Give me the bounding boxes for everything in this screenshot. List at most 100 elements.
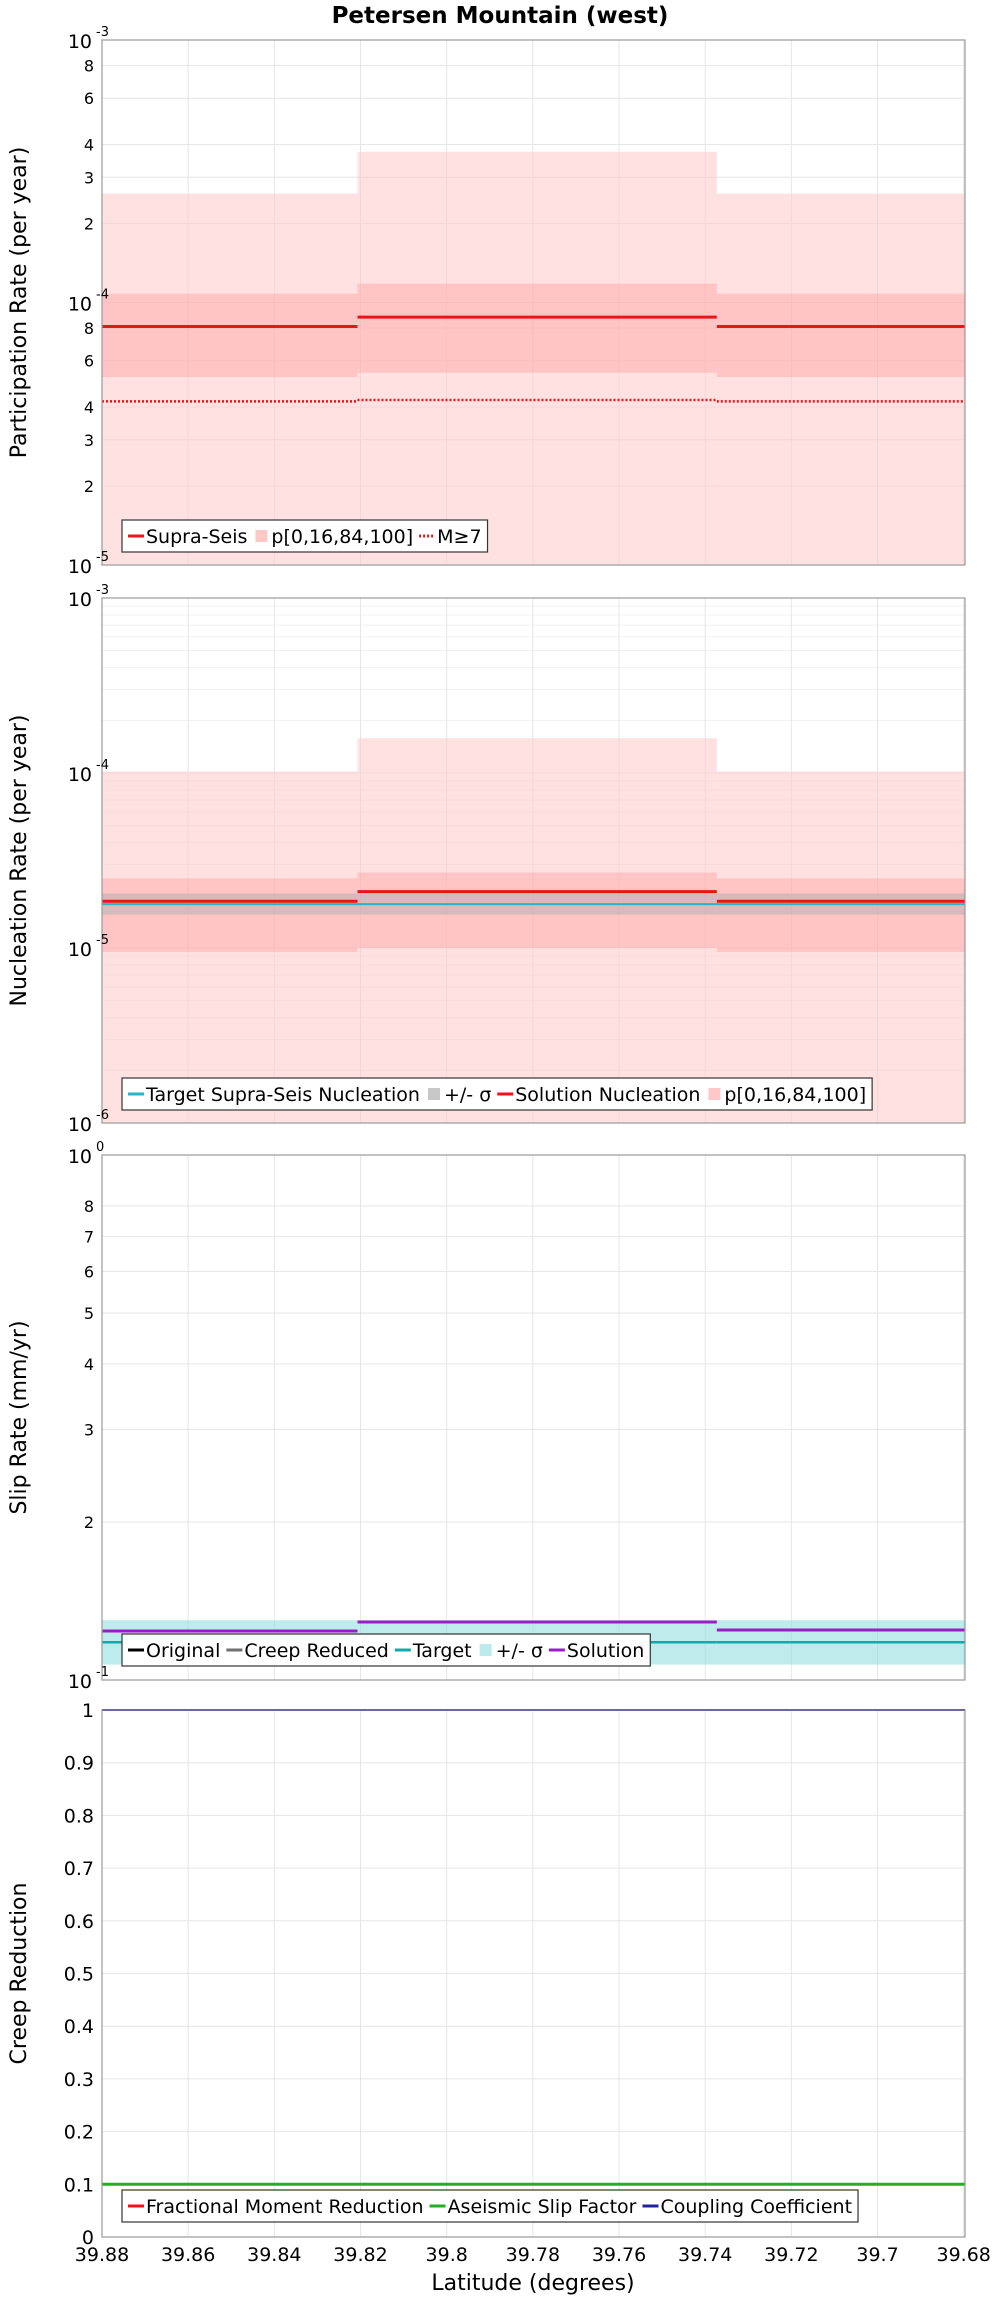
series-slip-rate-1 xyxy=(102,1620,965,1633)
chart-title: Petersen Mountain (west) xyxy=(332,3,669,29)
y-tick-label: 0.9 xyxy=(64,1753,94,1775)
legend-entry: Creep Reduced xyxy=(244,1640,388,1662)
band-segment xyxy=(716,193,965,565)
panel-participation: 10 -3 10 -4 10 -5 8 6 4 3 2 8 6 4 3 2 Participation Rate… xyxy=(7,25,966,578)
legend-box xyxy=(121,519,489,553)
band-segment xyxy=(102,878,358,952)
band-nucleation-2 xyxy=(102,893,965,915)
band-segment xyxy=(102,771,358,1123)
band-segment xyxy=(716,878,965,952)
legend-entry: Solution Nucleation xyxy=(515,1084,700,1106)
y-tick-label-minor: 6 xyxy=(84,352,94,371)
y-tick-label-minor: 7 xyxy=(84,1227,94,1246)
x-tick-label: 39.74 xyxy=(678,2244,732,2266)
y-tick-label: 0.5 xyxy=(64,1964,94,1986)
y-axis-label: Slip Rate (mm/yr) xyxy=(7,1320,32,1514)
y-tick-label: 10 xyxy=(68,31,92,53)
panel-slip-rate: 10 0 10 -1 8 7 6 5 4 3 2 Slip Rate (mm/yr) Original C… xyxy=(7,1140,966,1693)
y-tick-label-minor: 6 xyxy=(84,89,94,108)
legend-entry: +/- σ xyxy=(496,1640,543,1662)
legend-entry: Solution xyxy=(567,1640,644,1662)
x-tick-label: 39.82 xyxy=(333,2244,387,2266)
legend-swatch xyxy=(479,1644,492,1656)
band-segment xyxy=(357,283,717,373)
y-tick-label-minor: 4 xyxy=(84,1355,94,1374)
legend-entry: Coupling Coefficient xyxy=(660,2196,852,2218)
y-tick-label-minor: 3 xyxy=(84,1421,94,1440)
legend-entry: M≥7 xyxy=(437,526,481,548)
band-nucleation-0 xyxy=(102,738,965,1123)
y-tick-label-minor: 2 xyxy=(84,214,94,233)
legend-swatch xyxy=(255,530,268,542)
legend-slip-rate: Original Creep Reduced Target +/- σ Solution xyxy=(121,1633,651,1667)
legend-box xyxy=(121,1633,651,1667)
y-tick-label: 0.1 xyxy=(64,2174,94,2196)
y-tick-label-minor: 2 xyxy=(84,1513,94,1532)
panel-creep: 1 0.9 0.8 0.7 0.6 0.5 0.4 0.3 0.2 0.1 0 Creep Reduc… xyxy=(7,1700,966,2249)
series-nucleation-1 xyxy=(102,890,965,903)
legend-entry: Target Supra-Seis Nucleation xyxy=(145,1084,420,1106)
y-tick-exponent: -3 xyxy=(96,25,109,40)
y-axis-label: Participation Rate (per year) xyxy=(7,147,32,459)
legend-participation: Supra-Seis p[0,16,84,100] M≥7 xyxy=(121,519,489,553)
y-tick-label-minor: 3 xyxy=(84,168,94,187)
legend-box xyxy=(121,1077,873,1111)
band-segment xyxy=(102,293,358,378)
legend-entry: Supra-Seis xyxy=(146,526,247,548)
series-participation-1 xyxy=(102,398,965,403)
y-tick-label: 10 xyxy=(68,764,92,786)
y-tick-label-minor: 8 xyxy=(84,319,94,338)
band-segment xyxy=(357,738,717,1123)
x-tick-label: 39.86 xyxy=(161,2244,215,2266)
y-tick-label-minor: 4 xyxy=(84,398,94,417)
band-participation-1 xyxy=(102,283,965,378)
legend-swatch xyxy=(708,1088,721,1100)
legend-entry: Original xyxy=(146,1640,220,1662)
legend-nucleation: Target Supra-Seis Nucleation +/- σ Solutio… xyxy=(121,1077,873,1111)
band-participation-0 xyxy=(102,151,965,566)
legend-entry: p[0,16,84,100] xyxy=(724,1084,866,1106)
y-tick-label: 0.3 xyxy=(64,2069,94,2091)
y-tick-label: 10 xyxy=(68,1671,92,1693)
x-tick-label: 39.78 xyxy=(506,2244,560,2266)
y-tick-label: 0.7 xyxy=(64,1858,94,1880)
x-tick-label: 39.76 xyxy=(592,2244,646,2266)
plot-frame xyxy=(101,39,966,566)
series-participation-0 xyxy=(102,315,965,329)
band-segment xyxy=(716,771,965,1123)
y-tick-label: 10 xyxy=(68,589,92,611)
y-tick-label: 0.8 xyxy=(64,1805,94,1827)
y-tick-label: 0.6 xyxy=(64,1911,94,1933)
y-tick-exponent: -5 xyxy=(96,933,109,948)
x-tick-label: 39.88 xyxy=(75,2244,129,2266)
y-tick-label: 10 xyxy=(68,556,92,578)
x-tick-label: 39.68 xyxy=(937,2244,991,2266)
y-tick-label: 0 xyxy=(82,2227,94,2249)
y-tick-label-minor: 2 xyxy=(84,477,94,496)
x-tick-label: 39.84 xyxy=(247,2244,301,2266)
y-tick-label-minor: 8 xyxy=(84,1197,94,1216)
panel-nucleation: 10 -3 10 -4 10 -5 10 -6 Nucleation Rate (per yea… xyxy=(7,583,966,1136)
plot-frame xyxy=(101,1709,966,2238)
y-tick-label-minor: 5 xyxy=(84,1304,94,1323)
y-tick-label-minor: 8 xyxy=(84,56,94,75)
x-tick-label: 39.72 xyxy=(764,2244,818,2266)
legend-swatch xyxy=(427,1088,440,1100)
x-axis-label: Latitude (degrees) xyxy=(431,2271,634,2296)
y-tick-exponent: -4 xyxy=(96,758,109,773)
legend-entry: p[0,16,84,100] xyxy=(271,526,413,548)
legend-entry: Fractional Moment Reduction xyxy=(146,2196,424,2218)
y-tick-label: 10 xyxy=(68,1114,92,1136)
y-tick-exponent: -5 xyxy=(96,550,109,565)
y-tick-exponent: -1 xyxy=(96,1665,109,1680)
band-segment xyxy=(102,193,358,565)
y-tick-exponent: -6 xyxy=(96,1108,109,1123)
y-tick-label-minor: 4 xyxy=(84,135,94,154)
y-tick-exponent: -3 xyxy=(96,583,109,598)
y-tick-label: 1 xyxy=(82,1700,94,1722)
y-tick-exponent: -4 xyxy=(96,288,109,303)
y-tick-label: 0.4 xyxy=(64,2016,94,2038)
y-axis-label: Creep Reduction xyxy=(7,1883,32,2065)
legend-entry: +/- σ xyxy=(444,1084,491,1106)
